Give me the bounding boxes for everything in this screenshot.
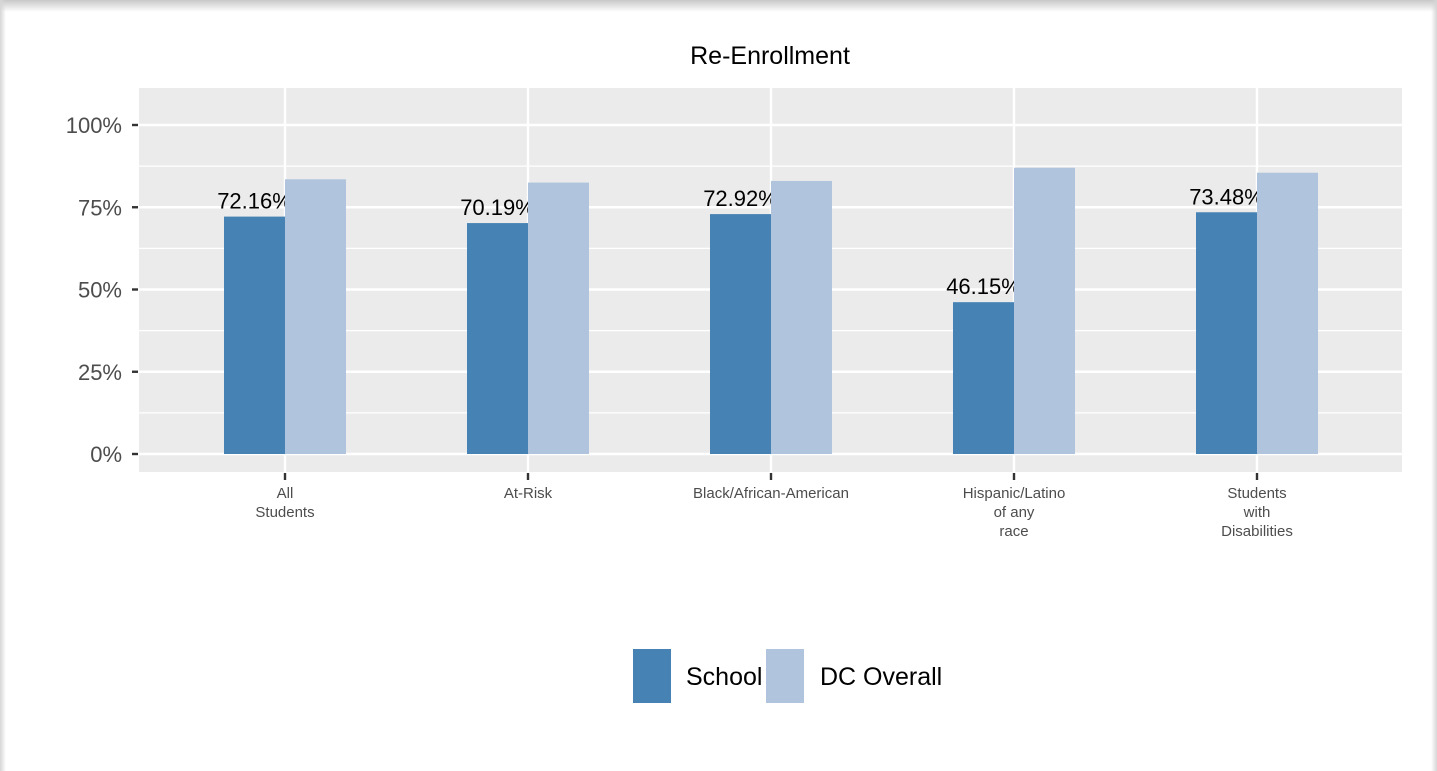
bar-dc-overall <box>771 180 832 454</box>
x-tick-label: Students with Disabilities <box>1221 485 1293 540</box>
bar-value-label: 73.48% <box>1189 184 1264 209</box>
bar-school <box>1196 212 1257 454</box>
legend: School DC Overall <box>633 649 942 703</box>
x-tick-label: All Students <box>255 485 314 521</box>
bar-dc-overall <box>285 179 346 454</box>
x-tick-label: At-Risk <box>504 485 553 502</box>
right-shadow <box>1431 0 1437 771</box>
x-tick-label-line: Students <box>255 504 314 521</box>
x-tick-label-line: race <box>999 523 1028 540</box>
x-tick-label-line: of any <box>994 504 1035 521</box>
bar-school <box>953 302 1014 454</box>
top-shadow <box>0 0 1437 12</box>
bar-value-label: 72.92% <box>703 186 778 211</box>
bar-value-label: 70.19% <box>460 195 535 220</box>
legend-label: School <box>686 663 762 691</box>
y-tick-label: 100% <box>66 113 122 138</box>
y-tick-label: 0% <box>90 442 122 467</box>
bar-school <box>467 223 528 454</box>
chart-title: Re-Enrollment <box>690 42 850 70</box>
legend-label: DC Overall <box>820 663 942 691</box>
x-tick-label: Black/African-American <box>693 485 849 502</box>
bar-dc-overall <box>1257 172 1318 454</box>
y-tick-label: 75% <box>78 195 122 220</box>
x-tick-label: Hispanic/Latino of any race <box>963 485 1066 540</box>
x-tick-label-line: At-Risk <box>504 485 553 502</box>
x-tick-label-line: Disabilities <box>1221 523 1293 540</box>
x-tick-label-line: with <box>1243 504 1271 521</box>
y-tick-label: 25% <box>78 360 122 385</box>
bar-dc-overall <box>528 182 589 454</box>
bar-dc-overall <box>1014 167 1075 454</box>
y-tick-label: 50% <box>78 278 122 303</box>
legend-swatch <box>633 649 671 703</box>
x-tick-label-line: Students <box>1227 485 1286 502</box>
plot-panel: 72.16% 70.19% 72.92% 46.15% 73.48% 0% 25% 50% 75… <box>66 88 1402 540</box>
bar-value-label: 46.15% <box>946 274 1021 299</box>
bar-school <box>224 216 285 454</box>
x-tick-label-line: Hispanic/Latino <box>963 485 1066 502</box>
bar-value-label: 72.16% <box>217 189 292 214</box>
legend-swatch <box>766 649 804 703</box>
left-shadow <box>0 0 6 771</box>
x-tick-label-line: All <box>277 485 294 502</box>
bar-school <box>710 214 771 454</box>
x-tick-label-line: Black/African-American <box>693 485 849 502</box>
